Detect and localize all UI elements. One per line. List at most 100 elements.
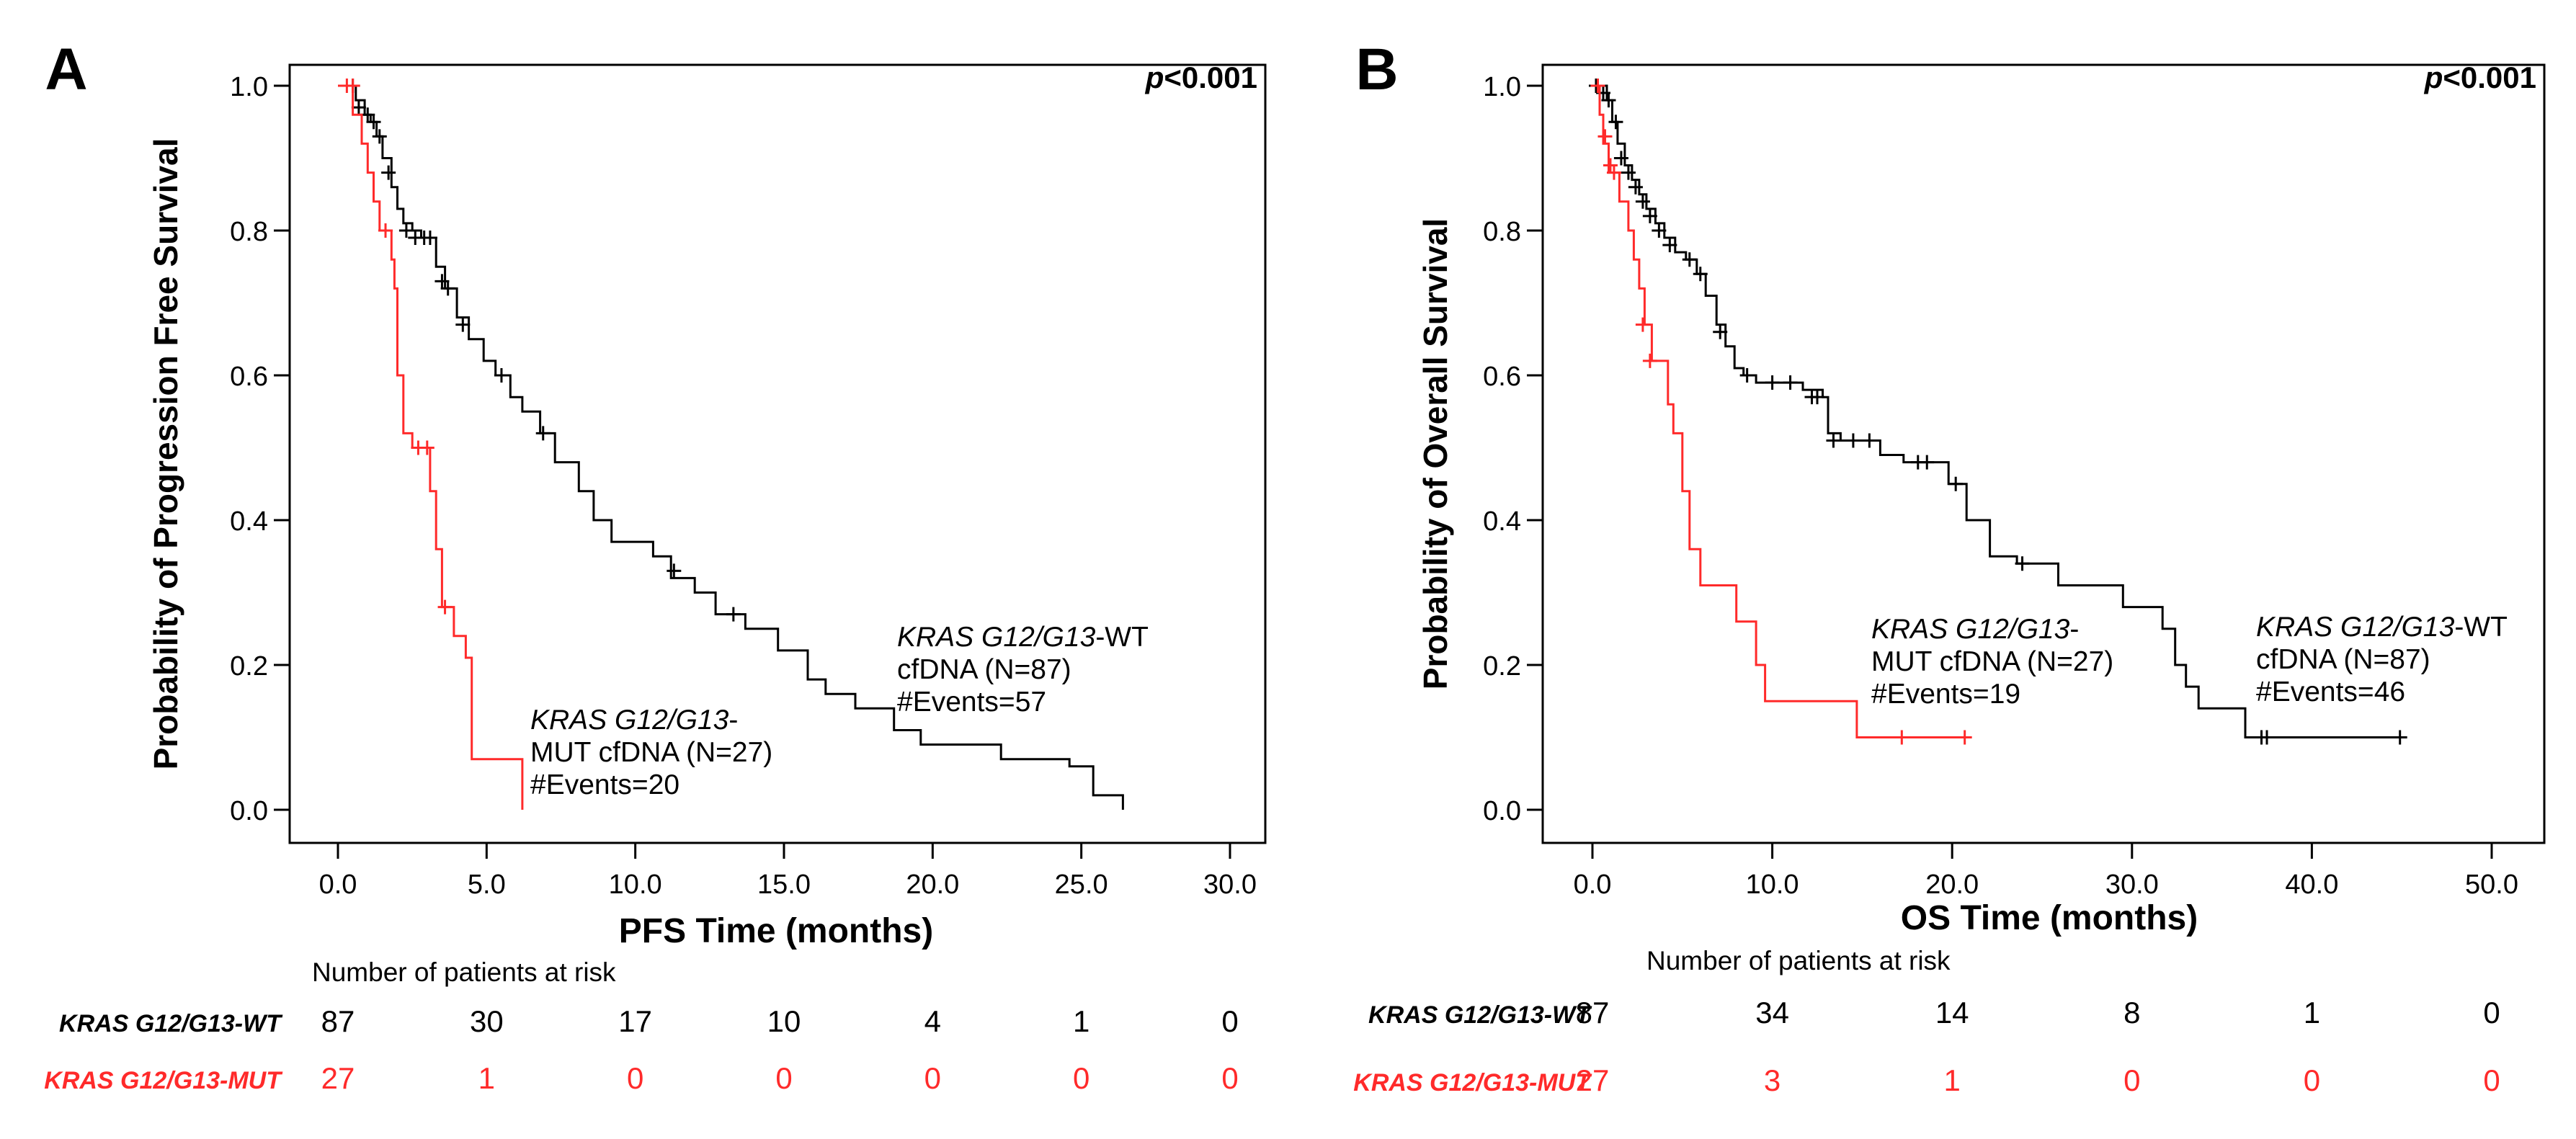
series-label-suffix: - bbox=[728, 705, 738, 736]
risk-count-mut: 27 bbox=[321, 1061, 355, 1095]
series-label-mut: KRAS G12/G13- bbox=[530, 705, 738, 736]
censor-mark-wt bbox=[1765, 375, 1780, 390]
p-value-symbol: p bbox=[1145, 61, 1164, 94]
censor-mark-wt bbox=[1662, 238, 1677, 253]
series-label-n: MUT cfDNA (N=27) bbox=[1871, 646, 2113, 677]
risk-count-wt: 10 bbox=[767, 1004, 801, 1038]
risk-count-mut: 0 bbox=[775, 1061, 792, 1095]
risk-table-title: Number of patients at risk bbox=[1646, 946, 1951, 975]
y-axis-title: Probability of Overall Survival bbox=[1417, 218, 1454, 689]
y-tick-label: 0.4 bbox=[230, 506, 268, 537]
x-tick-label: 0.0 bbox=[1574, 870, 1612, 900]
censor-mark-wt bbox=[381, 165, 396, 180]
risk-count-wt: 17 bbox=[618, 1004, 652, 1038]
risk-count-mut: 0 bbox=[2304, 1063, 2320, 1097]
risk-count-mut: 1 bbox=[1944, 1063, 1961, 1097]
risk-count-wt: 1 bbox=[1073, 1004, 1089, 1038]
x-tick-label: 25.0 bbox=[1055, 870, 1108, 900]
risk-count-wt: 34 bbox=[1755, 996, 1789, 1029]
censor-mark-mut bbox=[1597, 129, 1613, 144]
series-label-wt: KRAS G12/G13-WT bbox=[897, 622, 1149, 653]
censor-mark-mut bbox=[1957, 730, 1972, 745]
y-axis-title: Probability of Progression Free Survival bbox=[147, 138, 184, 770]
x-tick-label: 20.0 bbox=[906, 870, 959, 900]
y-tick-label: 0.4 bbox=[1483, 506, 1521, 537]
risk-count-mut: 0 bbox=[1221, 1061, 1238, 1095]
censor-mark-mut bbox=[1603, 158, 1618, 173]
risk-count-mut: 3 bbox=[1764, 1063, 1781, 1097]
censor-mark-wt bbox=[1920, 455, 1935, 470]
y-tick-label: 1.0 bbox=[1483, 72, 1521, 102]
plot-frame bbox=[1541, 63, 2546, 844]
x-axis-title: OS Time (months) bbox=[1901, 899, 2198, 937]
plot-frame bbox=[288, 63, 1267, 844]
censor-mark-wt bbox=[1810, 390, 1824, 405]
censor-mark-wt bbox=[1613, 151, 1628, 166]
censor-mark-wt bbox=[360, 107, 375, 122]
km-curve-wt bbox=[1592, 84, 2404, 738]
x-tick-label: 15.0 bbox=[757, 870, 811, 900]
risk-count-wt: 8 bbox=[2123, 996, 2140, 1029]
censor-mark-wt bbox=[1621, 165, 1636, 180]
risk-count-mut: 0 bbox=[2483, 1063, 2500, 1097]
censor-mark-mut bbox=[1642, 353, 1657, 368]
y-tick-label: 0.8 bbox=[230, 217, 268, 247]
censor-mark-mut bbox=[345, 79, 360, 93]
y-tick-label: 0.8 bbox=[1483, 217, 1521, 247]
censor-mark-wt bbox=[351, 100, 366, 115]
p-value-label: p<0.001 bbox=[2424, 61, 2536, 94]
x-axis-title: PFS Time (months) bbox=[619, 912, 933, 950]
p-value-label: p<0.001 bbox=[1145, 61, 1257, 94]
censor-mark-wt bbox=[422, 231, 437, 246]
censor-mark-wt bbox=[398, 223, 414, 238]
y-tick-label: 0.6 bbox=[1483, 362, 1521, 392]
risk-count-mut: 0 bbox=[627, 1061, 643, 1095]
panel-label: B bbox=[1355, 37, 1398, 102]
censor-mark-wt bbox=[2260, 730, 2274, 745]
p-value-number: <0.001 bbox=[1164, 61, 1257, 94]
censor-mark-wt bbox=[494, 368, 509, 383]
x-tick-label: 10.0 bbox=[1746, 870, 1799, 900]
censor-mark-mut bbox=[419, 440, 434, 455]
y-tick-label: 0.0 bbox=[230, 796, 268, 826]
risk-count-wt: 0 bbox=[2483, 996, 2500, 1029]
risk-count-mut: 27 bbox=[1576, 1063, 1610, 1097]
risk-count-wt: 87 bbox=[321, 1004, 355, 1038]
y-tick-label: 0.2 bbox=[230, 651, 268, 682]
y-tick-label: 0.0 bbox=[1483, 796, 1521, 826]
series-label-n: cfDNA (N=87) bbox=[2256, 644, 2430, 675]
x-tick-label: 20.0 bbox=[1925, 870, 1979, 900]
series-label-gene: KRAS G12/G13 bbox=[2256, 612, 2455, 643]
series-label-n: MUT cfDNA (N=27) bbox=[530, 737, 772, 768]
censor-mark-mut bbox=[437, 599, 453, 615]
censor-mark-wt bbox=[1682, 252, 1697, 267]
censor-mark-wt bbox=[1948, 476, 1964, 491]
y-tick-label: 1.0 bbox=[230, 72, 268, 102]
censor-mark-wt bbox=[1783, 375, 1798, 390]
censor-mark-wt bbox=[1635, 194, 1650, 209]
censor-mark-wt bbox=[1601, 93, 1616, 108]
censor-mark-wt bbox=[2392, 730, 2407, 745]
censor-mark-mut bbox=[378, 223, 393, 238]
risk-count-wt: 14 bbox=[1935, 996, 1969, 1029]
series-label-events: #Events=46 bbox=[2256, 676, 2405, 707]
censor-mark-wt bbox=[1595, 86, 1610, 101]
censor-mark-wt bbox=[535, 426, 551, 441]
x-tick-label: 50.0 bbox=[2465, 870, 2518, 900]
risk-table-title: Number of patients at risk bbox=[312, 957, 616, 987]
risk-count-wt: 4 bbox=[924, 1004, 941, 1038]
risk-row-label-wt: KRAS G12/G13-WT bbox=[1368, 1001, 1592, 1029]
series-label-suffix: -WT bbox=[1095, 622, 1149, 653]
risk-count-wt: 0 bbox=[1221, 1004, 1238, 1038]
censor-mark-wt bbox=[372, 129, 387, 144]
censor-mark-mut bbox=[1635, 317, 1650, 332]
censor-mark-wt bbox=[1628, 179, 1643, 195]
risk-count-wt: 1 bbox=[2304, 996, 2320, 1029]
risk-row-label-mut: KRAS G12/G13-MUT bbox=[1353, 1069, 1592, 1096]
censor-mark-wt bbox=[434, 274, 450, 289]
x-tick-label: 5.0 bbox=[468, 870, 506, 900]
series-label-events: #Events=19 bbox=[1871, 679, 2020, 710]
y-tick-label: 0.2 bbox=[1483, 651, 1521, 682]
